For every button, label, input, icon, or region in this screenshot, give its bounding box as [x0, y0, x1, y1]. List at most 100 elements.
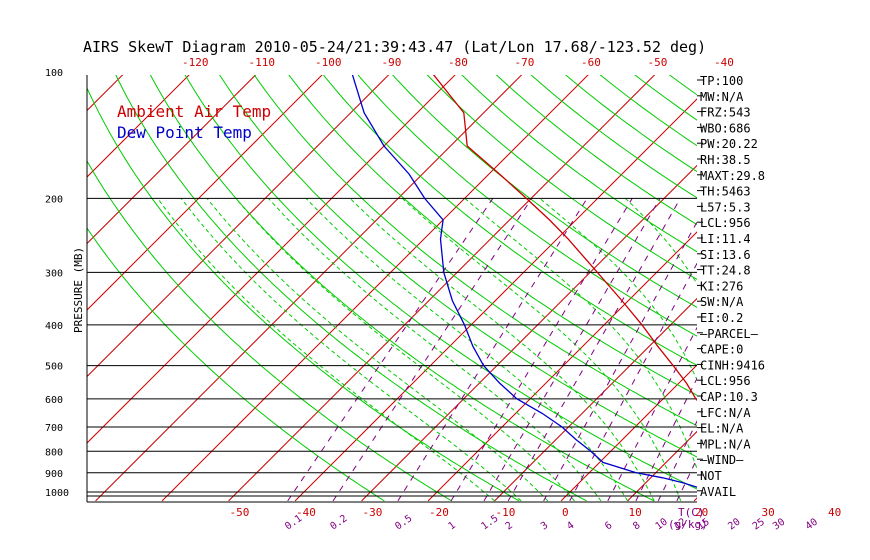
mixing-ratio-line	[287, 198, 494, 502]
dry-adiabat-line	[789, 63, 870, 501]
pressure-tick-label: 300	[45, 268, 63, 279]
moist-adiabat-line	[206, 198, 549, 502]
dry-adiabat-line	[184, 75, 697, 490]
pressure-tick-label: 900	[45, 469, 63, 480]
side-panel-item: KI:276	[700, 279, 743, 293]
bottom-temp-tick-label: 30	[762, 506, 775, 519]
mixing-ratio-tick-label: 6	[603, 520, 614, 532]
moist-adiabat-line	[180, 198, 522, 502]
moist-adiabat-line	[305, 198, 629, 502]
temperature-profile-line	[432, 75, 697, 402]
bottom-temp-tick-label: -20	[429, 506, 449, 519]
side-panel-item: LCL:956	[700, 216, 751, 230]
dry-adiabat-line	[668, 75, 697, 96]
top-temp-tick-label: -100	[315, 56, 342, 69]
bottom-temp-tick-label: -30	[363, 506, 383, 519]
moist-adiabat-line	[840, 198, 846, 501]
pressure-tick-label: 600	[45, 395, 63, 406]
isotherm-line	[294, 98, 697, 502]
mixing-ratio-unit-label: (g/kg)	[668, 518, 708, 531]
bottom-temp-tick-label: 10	[629, 506, 642, 519]
mixing-ratio-tick-label: 40	[804, 517, 820, 533]
dry-adiabat-line	[495, 75, 697, 226]
side-panel-item: TH:5463	[700, 185, 751, 199]
side-panel-item: MAXT:29.8	[700, 169, 765, 183]
dry-adiabat-line	[392, 75, 697, 309]
mixing-ratio-line	[607, 326, 697, 502]
isotherm-line	[87, 75, 257, 245]
mixing-ratio-line	[755, 198, 870, 500]
mixing-ratio-line	[569, 262, 697, 502]
side-panel-item: TP:100	[700, 74, 743, 88]
top-temp-tick-label: -40	[714, 56, 734, 69]
isotherm-line	[87, 75, 456, 444]
side-panel-item: MPL:N/A	[700, 437, 751, 451]
moist-adiabat-line	[539, 198, 697, 382]
side-panel-item: —WIND—	[700, 453, 744, 467]
side-panel-item: AVAIL	[700, 485, 736, 499]
side-panel-item: CAPE:0	[700, 343, 743, 357]
isotherm-line	[0, 63, 68, 501]
top-temp-tick-label: -80	[448, 56, 468, 69]
bottom-temp-tick-label: 20	[695, 506, 708, 519]
legend-temp: Ambient Air Temp	[117, 102, 271, 121]
mixing-ratio-line	[507, 198, 681, 502]
side-panel-item: SW:N/A	[700, 295, 744, 309]
top-temp-tick-label: -60	[581, 56, 601, 69]
dry-adiabat-line	[87, 160, 452, 502]
mixing-ratio-line	[731, 198, 865, 500]
mixing-ratio-tick-label: 4	[565, 520, 576, 532]
side-panel-item: RH:38.5	[700, 153, 751, 167]
mixing-ratio-line	[397, 198, 588, 502]
side-panel-item: CINH:9416	[700, 358, 765, 372]
moist-adiabat-line	[157, 198, 495, 502]
mixing-ratio-line	[483, 198, 661, 502]
isotherm-line	[827, 63, 870, 501]
dry-adiabat-line	[253, 75, 697, 427]
bottom-temp-tick-label: 0	[562, 506, 569, 519]
pressure-tick-label: 500	[45, 362, 63, 373]
x-axis-label: T(C)	[678, 506, 705, 519]
side-panel-item: PW:20.22	[700, 137, 758, 151]
dry-adiabat-line	[357, 75, 697, 337]
side-panel-item: LFC:N/A	[700, 406, 751, 420]
mixing-ratio-tick-label: 0.5	[393, 513, 414, 532]
side-panel-item: NOT	[700, 469, 722, 483]
moist-adiabat-line	[268, 198, 602, 502]
dry-adiabat-line	[857, 63, 870, 501]
dry-adiabat-line	[149, 75, 655, 502]
mixing-ratio-tick-label: 1	[446, 520, 457, 532]
dry-adiabat-line	[823, 63, 870, 501]
isobar-lines	[86, 75, 697, 503]
pressure-tick-label: 200	[45, 194, 63, 205]
dry-adiabat-line	[461, 75, 697, 253]
mixing-ratio-line	[776, 198, 870, 500]
profile-lines	[351, 75, 697, 488]
dry-adiabat-line	[87, 227, 385, 502]
mixing-ratio-line	[450, 198, 633, 502]
mixing-ratio-line	[543, 221, 697, 502]
moist-adiabat-line	[349, 198, 655, 502]
isotherm-line	[87, 75, 390, 378]
mixing-ratio-tick-label: 20	[726, 517, 742, 533]
mixing-ratio-line	[808, 198, 870, 500]
side-panel-item: MW:N/A	[700, 90, 744, 104]
top-temp-tick-label: -90	[382, 56, 402, 69]
side-panel-item: EL:N/A	[700, 422, 744, 436]
isotherm-line	[761, 63, 870, 501]
dry-adiabat-line	[322, 75, 697, 366]
mixing-ratio-line	[332, 198, 533, 502]
chart-title: AIRS SkewT Diagram 2010-05-24/21:39:43.4…	[83, 38, 706, 56]
isotherm-line	[494, 297, 697, 502]
isotherm-line	[228, 75, 656, 502]
isotherm-line	[427, 231, 697, 502]
grid-layer	[0, 63, 870, 502]
side-panel-item: CAP:10.3	[700, 390, 758, 404]
side-panel-item: WBO:686	[700, 121, 751, 135]
side-panel-item: EI:0.2	[700, 311, 743, 325]
dry-adiabat-line	[426, 75, 697, 280]
bottom-temp-tick-label: -40	[296, 506, 316, 519]
side-panel-item: TT:24.8	[700, 264, 751, 278]
mixing-ratio-tick-label: 0.2	[328, 513, 349, 532]
